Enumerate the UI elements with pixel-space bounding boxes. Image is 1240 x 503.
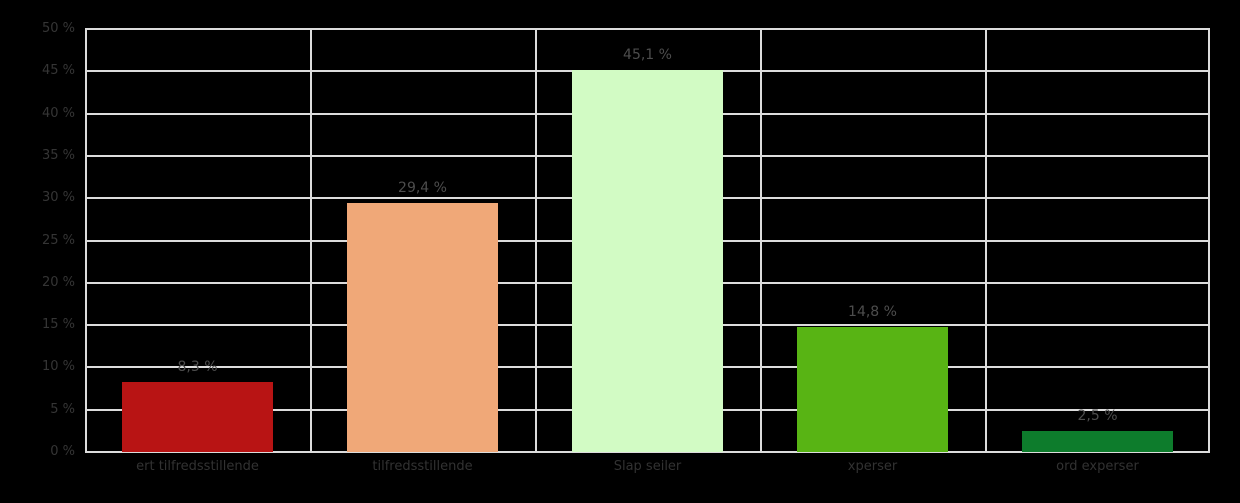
y-tick-label: 5 % <box>50 402 75 417</box>
column-separator <box>535 29 537 452</box>
column-separator <box>985 29 987 452</box>
category-label: xperser <box>847 459 898 474</box>
category-label: ord experser <box>1056 459 1139 474</box>
category-label: ert tilfredsstillende <box>136 459 259 474</box>
column-separator <box>760 29 762 452</box>
plot-area: 8,3 % 29,4 % 45,1 % 14,8 % 2,5 % <box>85 28 1210 453</box>
y-gridline <box>85 28 1210 30</box>
bar <box>572 70 723 452</box>
bar-value-label: 45,1 % <box>623 47 672 63</box>
y-tick-label: 40 % <box>41 106 75 121</box>
y-tick-label: 30 % <box>41 190 75 205</box>
bar-value-label: 14,8 % <box>848 304 897 320</box>
bar <box>797 327 948 452</box>
y-tick-label: 50 % <box>41 21 75 36</box>
y-axis-line <box>85 29 87 452</box>
y-tick-label: 20 % <box>41 275 75 290</box>
category-label: tilfredsstillende <box>372 459 473 474</box>
y-tick-label: 25 % <box>41 233 75 248</box>
column-separator <box>310 29 312 452</box>
bar <box>347 203 498 452</box>
y-tick-label: 15 % <box>41 317 75 332</box>
y-gridline <box>85 451 1210 453</box>
bar <box>122 382 273 452</box>
bar <box>1022 431 1173 452</box>
y-tick-label: 0 % <box>50 444 75 459</box>
bar-value-label: 29,4 % <box>398 180 447 196</box>
bar-value-label: 8,3 % <box>177 359 218 375</box>
column-separator <box>1208 29 1210 452</box>
y-tick-label: 10 % <box>41 359 75 374</box>
category-label: Slap seiler <box>613 459 682 474</box>
y-tick-label: 35 % <box>41 148 75 163</box>
y-tick-label: 45 % <box>41 63 75 78</box>
bar-value-label: 2,5 % <box>1077 408 1118 424</box>
